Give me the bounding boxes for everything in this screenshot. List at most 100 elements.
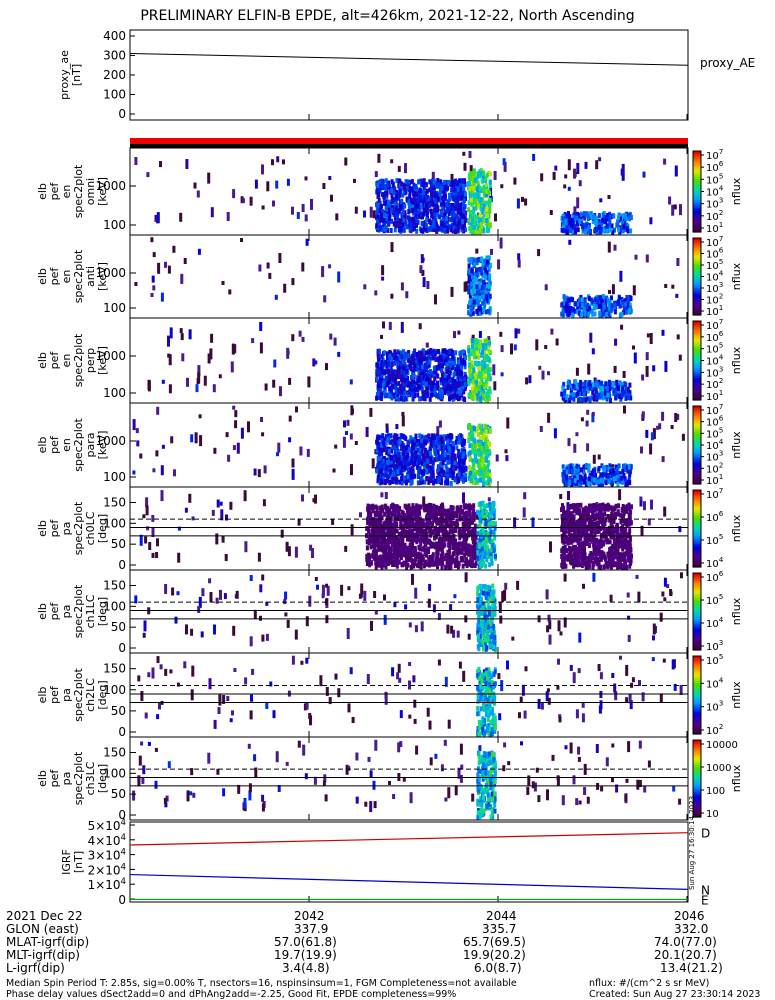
data-pixel (462, 185, 466, 191)
y-axis-label: spec2plot (72, 418, 85, 472)
data-pixel (469, 351, 473, 357)
data-pixel (321, 266, 325, 278)
data-pixel (477, 354, 481, 360)
data-pixel (573, 206, 577, 215)
data-pixel (439, 357, 443, 363)
data-pixel (472, 449, 476, 455)
data-pixel (463, 361, 467, 367)
colorbar-segment (693, 441, 701, 444)
data-pixel (420, 451, 423, 457)
data-pixel (611, 473, 614, 479)
red-bar (130, 138, 688, 144)
data-pixel (434, 385, 437, 390)
data-pixel (485, 270, 489, 276)
data-pixel (568, 228, 572, 233)
data-pixel (661, 411, 665, 421)
colorbar-segment (693, 374, 701, 377)
data-pixel (467, 475, 471, 481)
data-pixel (488, 293, 492, 299)
data-pixel (475, 174, 479, 180)
data-pixel (429, 348, 433, 353)
data-pixel (438, 189, 442, 195)
data-pixel (476, 188, 480, 194)
data-pixel (414, 200, 418, 206)
data-pixel (389, 388, 393, 394)
data-pixel (608, 215, 612, 221)
data-pixel (151, 552, 155, 558)
data-pixel (387, 368, 391, 374)
data-pixel (384, 190, 387, 196)
data-pixel (404, 189, 408, 195)
data-pixel (240, 238, 243, 242)
data-pixel (597, 304, 601, 309)
data-pixel (472, 462, 475, 467)
data-pixel (567, 215, 571, 221)
data-pixel (528, 375, 532, 384)
data-pixel (622, 463, 625, 469)
data-pixel (591, 348, 595, 355)
data-pixel (407, 461, 411, 467)
data-pixel (450, 173, 454, 182)
data-pixel (479, 451, 483, 457)
data-pixel (401, 349, 405, 355)
data-pixel (408, 355, 412, 361)
data-pixel (454, 198, 458, 204)
data-pixel (471, 334, 475, 340)
colorbar-segment (693, 227, 701, 231)
data-pixel (421, 380, 425, 386)
data-pixel (464, 210, 468, 216)
data-pixel (422, 470, 426, 476)
data-pixel (459, 433, 463, 439)
data-pixel (618, 471, 622, 477)
data-pixel (432, 178, 436, 184)
data-pixel (442, 455, 446, 461)
data-pixel (607, 466, 611, 472)
data-pixel (132, 470, 136, 475)
data-pixel (407, 358, 411, 363)
data-pixel (393, 439, 397, 445)
data-pixel (462, 389, 466, 395)
data-pixel (482, 258, 486, 264)
data-pixel (451, 216, 455, 222)
data-pixel (615, 474, 619, 480)
data-pixel (333, 337, 337, 346)
data-pixel (382, 456, 386, 461)
data-pixel (611, 381, 615, 387)
data-pixel (481, 462, 485, 467)
data-pixel (424, 356, 428, 362)
data-pixel (433, 212, 437, 218)
data-pixel (430, 197, 434, 203)
data-pixel (468, 433, 472, 439)
data-pixel (469, 470, 472, 476)
data-pixel (403, 355, 407, 361)
data-pixel (152, 468, 156, 473)
colorbar-segment (693, 411, 701, 415)
data-pixel (467, 424, 470, 430)
colorbar-segment (693, 229, 701, 233)
data-pixel (481, 290, 485, 296)
data-pixel (195, 384, 199, 393)
colorbar-segment (693, 352, 701, 356)
data-pixel (576, 470, 580, 476)
data-pixel (480, 285, 484, 290)
data-pixel (597, 224, 601, 230)
data-pixel (386, 467, 390, 473)
data-pixel (459, 376, 463, 382)
data-pixel (601, 395, 605, 401)
data-pixel (445, 361, 449, 367)
data-pixel (435, 440, 438, 446)
data-pixel (628, 305, 632, 311)
data-pixel (266, 181, 270, 192)
data-pixel (626, 223, 630, 229)
data-pixel (264, 383, 268, 391)
data-pixel (379, 468, 383, 474)
data-pixel (406, 473, 410, 479)
data-pixel (188, 329, 192, 340)
data-pixel (573, 481, 577, 487)
data-pixel (621, 163, 625, 175)
data-pixel (196, 190, 200, 198)
y-axis-label: en (60, 185, 73, 199)
data-pixel (426, 459, 430, 464)
data-pixel (402, 184, 406, 190)
data-pixel (584, 397, 588, 403)
